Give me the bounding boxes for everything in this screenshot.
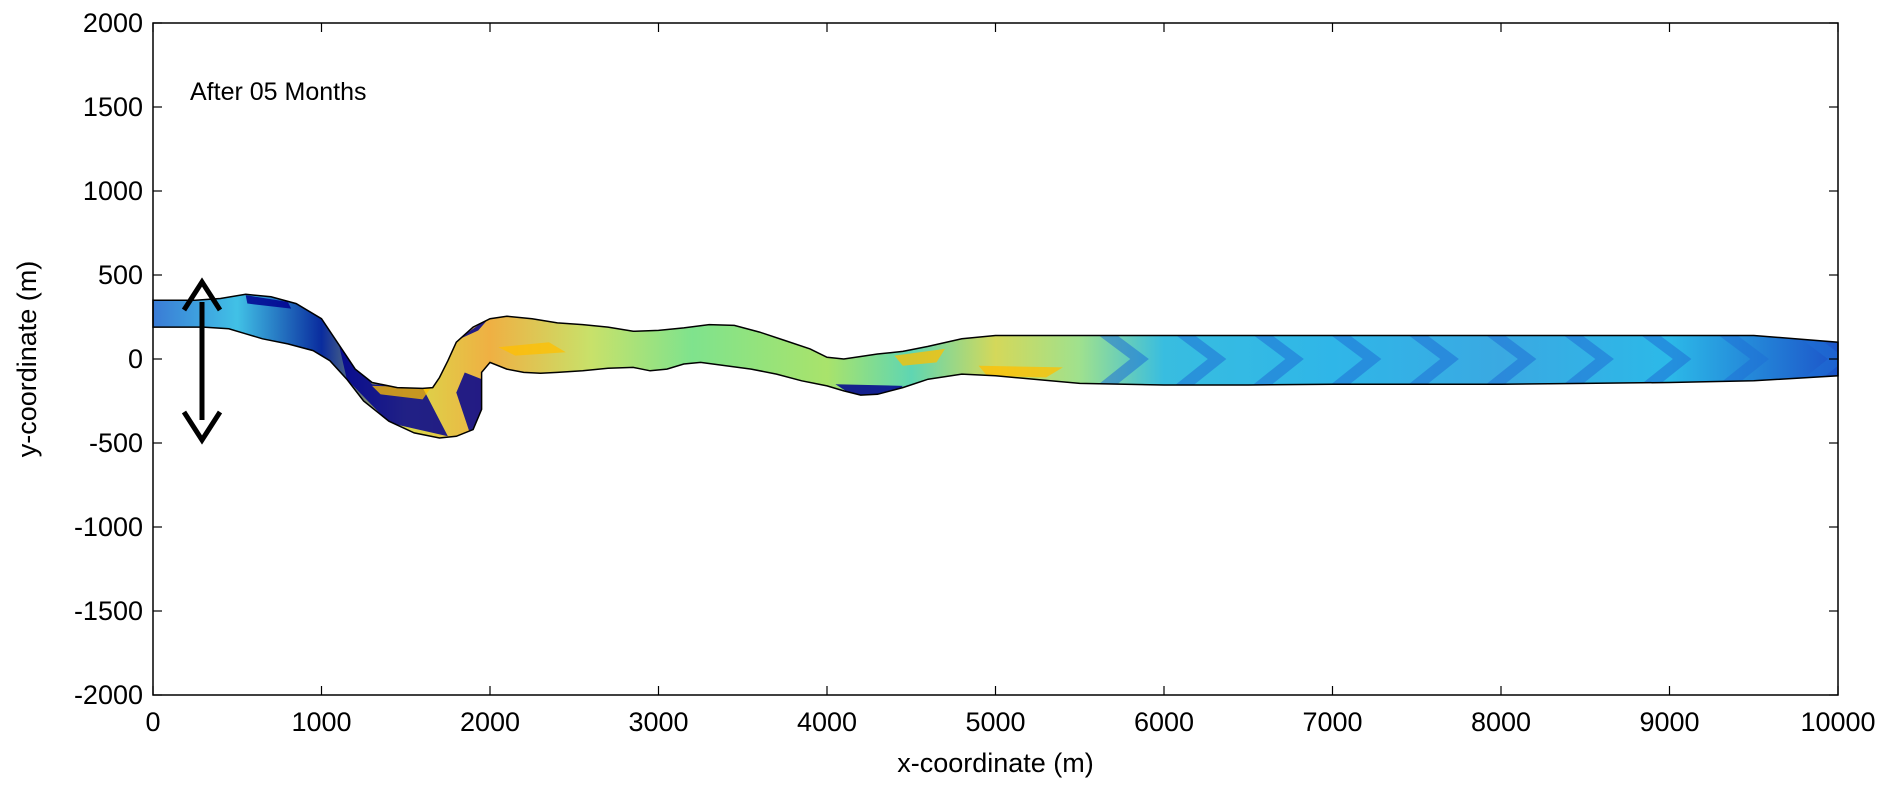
annotation-label: After 05 Months — [190, 78, 366, 106]
x-tick-label: 1000 — [291, 707, 351, 737]
y-tick-label: 1000 — [83, 176, 143, 206]
x-tick-label: 8000 — [1471, 707, 1531, 737]
y-tick-label: 0 — [128, 344, 143, 374]
channel-heatmap — [153, 294, 1838, 438]
y-tick-label: -500 — [89, 428, 143, 458]
x-tick-label: 7000 — [1302, 707, 1362, 737]
plot-area — [152, 293, 1839, 439]
x-tick-label: 6000 — [1134, 707, 1194, 737]
x-tick-label: 4000 — [797, 707, 857, 737]
y-axis-title: y-coordinate (m) — [12, 261, 42, 458]
y-tick-label: -1000 — [74, 512, 143, 542]
y-tick-label: -1500 — [74, 596, 143, 626]
y-tick-label: 500 — [98, 260, 143, 290]
y-tick-label: 2000 — [83, 8, 143, 38]
x-tick-label: 3000 — [628, 707, 688, 737]
x-tick-label: 9000 — [1639, 707, 1699, 737]
axes: 0 1000 2000 3000 4000 5000 6000 7000 8000 9000 100… — [74, 8, 1876, 737]
channel-outline — [152, 293, 1839, 439]
x-tick-label: 0 — [145, 707, 160, 737]
y-tick-label: -2000 — [74, 680, 143, 710]
y-tick-label: 1500 — [83, 92, 143, 122]
x-tick-label: 5000 — [965, 707, 1025, 737]
x-tick-label: 2000 — [460, 707, 520, 737]
double-arrow-icon — [181, 277, 223, 445]
x-tick-label: 10000 — [1800, 707, 1875, 737]
x-axis-title: x-coordinate (m) — [897, 748, 1094, 778]
